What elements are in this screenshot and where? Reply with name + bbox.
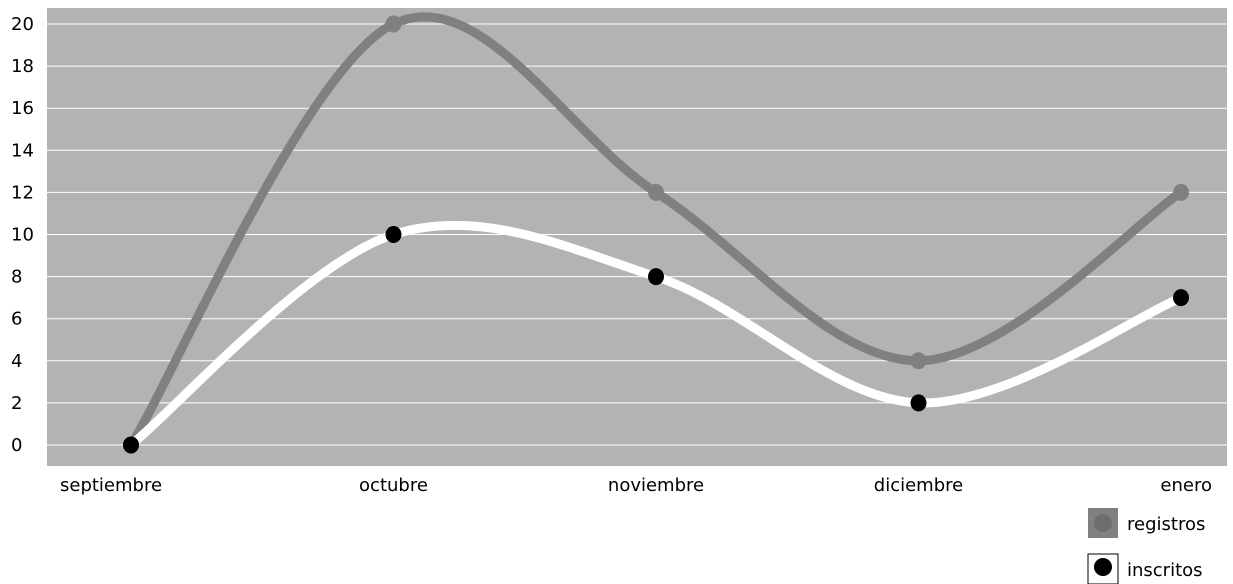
data-point-registros (648, 183, 664, 201)
data-point-inscritos (385, 226, 402, 243)
data-point-inscritos (1173, 289, 1189, 307)
x-tick-label: septiembre (60, 475, 162, 496)
y-tick-label: 14 (11, 140, 34, 161)
y-tick-label: 10 (11, 225, 34, 246)
data-point-registros (910, 352, 927, 370)
y-tick-label: 16 (11, 98, 34, 119)
x-axis-ticks: septiembre octubre noviembre diciembre enero (60, 475, 1212, 496)
legend-label-inscritos: inscritos (1127, 560, 1203, 581)
legend-marker-inscritos (1094, 558, 1112, 576)
legend: registros inscritos (1087, 508, 1205, 584)
y-tick-label: 8 (11, 267, 22, 288)
y-tick-label: 12 (11, 182, 34, 203)
series-group (123, 12, 1189, 454)
legend-label-registros: registros (1127, 514, 1205, 535)
x-tick-label: noviembre (608, 475, 704, 496)
data-point-inscritos (648, 268, 664, 286)
y-tick-label: 0 (11, 435, 22, 456)
x-tick-label: diciembre (874, 475, 963, 496)
data-point-registros (1173, 183, 1189, 201)
y-tick-label: 18 (11, 56, 34, 77)
y-axis-ticks: 0 2 4 6 8 10 12 14 16 18 20 (11, 14, 34, 456)
y-tick-label: 6 (11, 309, 22, 330)
data-point-inscritos (123, 436, 139, 454)
legend-marker-registros (1094, 514, 1112, 532)
x-tick-label: octubre (359, 475, 428, 496)
data-point-registros (385, 15, 402, 33)
x-tick-label: enero (1160, 475, 1212, 496)
plot-area (47, 8, 1227, 466)
y-tick-label: 20 (11, 14, 34, 35)
data-point-inscritos (910, 394, 927, 412)
series-line-registros (126, 12, 1186, 450)
y-tick-label: 4 (11, 351, 22, 372)
y-tick-label: 2 (11, 393, 22, 414)
